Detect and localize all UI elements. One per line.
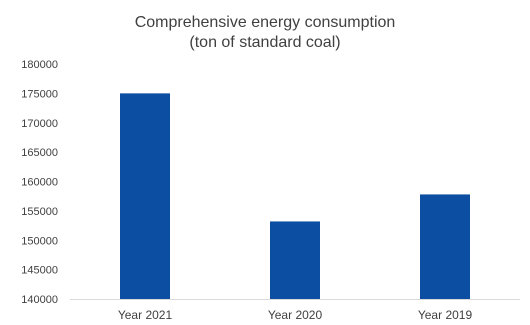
y-tick-label: 170000 [21, 118, 58, 130]
chart-title: Comprehensive energy consumption [135, 14, 396, 31]
x-axis-labels: Year 2021 Year 2020 Year 2019 [118, 308, 473, 322]
y-tick-label: 150000 [21, 235, 58, 247]
y-tick-label: 180000 [21, 59, 58, 71]
y-tick-label: 145000 [21, 265, 58, 277]
bars [120, 93, 470, 299]
y-tick-label: 155000 [21, 206, 58, 218]
chart-subtitle: (ton of standard coal) [189, 34, 340, 51]
x-tick-label: Year 2021 [118, 308, 173, 322]
bar [120, 93, 170, 299]
y-tick-label: 175000 [21, 88, 58, 100]
y-axis-ticks: 140000 145000 150000 155000 160000 165000 1700… [21, 59, 58, 306]
y-tick-label: 140000 [21, 294, 58, 306]
bar [420, 194, 470, 299]
bar [270, 221, 320, 299]
x-tick-label: Year 2020 [268, 308, 323, 322]
y-tick-label: 160000 [21, 177, 58, 189]
x-tick-label: Year 2019 [418, 308, 473, 322]
y-tick-label: 165000 [21, 147, 58, 159]
